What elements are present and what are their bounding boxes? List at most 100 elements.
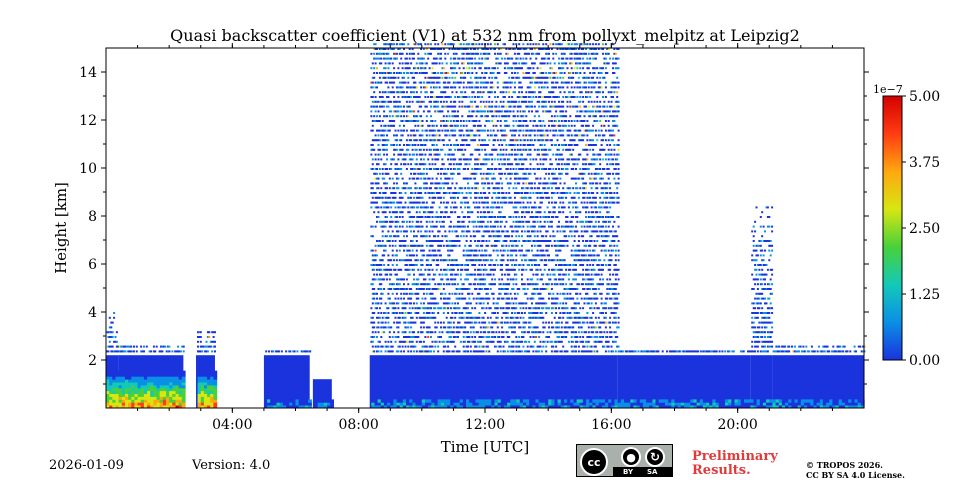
speckle-3241 <box>489 72 492 74</box>
speckle-4650 <box>545 158 548 161</box>
speckle-3260 <box>491 206 494 209</box>
speckle-2583 <box>465 177 468 180</box>
speckle-4497 <box>539 196 542 199</box>
speckle-3550 <box>502 81 505 84</box>
speckle-1188 <box>410 91 413 94</box>
speckle-137 <box>275 350 278 353</box>
speckle-486 <box>383 192 386 194</box>
speckle-3276 <box>491 91 494 94</box>
speckle-3358 <box>495 244 498 247</box>
speckle-1862 <box>435 62 438 65</box>
speckle-3173 <box>486 110 489 113</box>
speckle-2759 <box>472 273 475 276</box>
speckle-1056 <box>405 254 408 257</box>
speckle-4524 <box>540 278 543 281</box>
speckle-4834 <box>553 283 556 286</box>
speckle-3770 <box>512 340 515 343</box>
speckle-162 <box>370 235 373 238</box>
speckle-4540 <box>540 134 543 137</box>
speckle-2038 <box>444 268 447 271</box>
speckle-1849 <box>435 153 438 156</box>
speckle-4751 <box>549 96 552 98</box>
speckle-3021 <box>482 336 485 338</box>
speckle-1232 <box>413 350 415 353</box>
speckle-1666 <box>428 129 431 132</box>
speckle-2530 <box>464 340 467 343</box>
speckle-3832 <box>513 134 516 137</box>
speckle-4602 <box>543 225 546 228</box>
speckle-1297 <box>414 96 417 98</box>
speckle-61 <box>143 350 145 353</box>
speckle-3732 <box>511 340 514 343</box>
speckle-4841 <box>553 235 556 238</box>
speckle-1436 <box>420 172 423 175</box>
speckle-1343 <box>415 86 418 89</box>
speckle-1910 <box>438 249 441 252</box>
speckle-950 <box>401 244 404 247</box>
speckle-4548 <box>540 76 543 79</box>
speckle-4812 <box>552 168 555 170</box>
speckle-2288 <box>454 336 457 338</box>
speckle-2763 <box>472 249 475 252</box>
speckle-2413 <box>458 172 461 175</box>
speckle-289 <box>374 57 377 60</box>
speckle-1814 <box>434 153 437 156</box>
speckle-3705 <box>509 254 512 257</box>
speckle-3658 <box>506 62 509 65</box>
speckle-4891 <box>555 96 558 98</box>
speckle-3185 <box>488 321 491 324</box>
speckle-1546 <box>424 182 427 185</box>
speckle-2282 <box>452 62 455 65</box>
speckle-3763 <box>511 76 514 79</box>
speckle-3778 <box>512 283 515 286</box>
speckle-4507 <box>539 124 542 127</box>
speckle-3881 <box>515 120 518 122</box>
speckle-3506 <box>501 182 504 185</box>
speckle-2841 <box>475 196 478 199</box>
speckle-4669 <box>546 288 549 290</box>
speckle-2148 <box>448 244 451 247</box>
speckle-1019 <box>404 321 407 324</box>
speckle-4421 <box>536 187 539 190</box>
speckle-877 <box>398 268 401 271</box>
speckle-3886 <box>515 57 518 60</box>
speckle-4030 <box>521 62 523 65</box>
speckle-4276 <box>531 187 533 190</box>
speckle-981 <box>403 307 405 310</box>
speckle-1151 <box>408 52 411 55</box>
speckle-2748 <box>471 62 474 65</box>
speckle-11 <box>108 316 111 319</box>
speckle-3879 <box>515 139 518 142</box>
speckle-4787 <box>550 105 553 108</box>
speckle-2951 <box>479 283 482 286</box>
speckle-2458 <box>461 326 464 329</box>
speckle-599 <box>387 230 390 233</box>
speckle-109 <box>204 345 207 348</box>
speckle-4768 <box>550 283 553 286</box>
speckle-4312 <box>532 168 535 170</box>
speckle-621 <box>388 336 391 338</box>
speckle-4235 <box>529 172 532 175</box>
speckle-1415 <box>420 321 423 324</box>
speckle-656 <box>390 350 393 353</box>
speckle-2826 <box>475 331 478 334</box>
speckle-1999 <box>442 321 445 324</box>
speckle-3428 <box>498 235 501 238</box>
speckle-2111 <box>447 264 450 266</box>
speckle-990 <box>403 244 405 247</box>
speckle-108 <box>204 350 207 353</box>
speckle-128 <box>212 331 215 334</box>
speckle-653 <box>388 62 391 65</box>
speckle-4064 <box>522 120 525 122</box>
speckle-3320 <box>494 307 496 310</box>
chart-title: Quasi backscatter coefficient (V1) at 53… <box>170 26 800 45</box>
speckle-4916 <box>556 192 559 194</box>
speckle-1788 <box>432 57 435 60</box>
speckle-628 <box>388 278 391 281</box>
speckle-4886 <box>555 144 558 146</box>
speckle-2891 <box>476 110 479 113</box>
speckle-1241 <box>413 268 415 271</box>
speckle-1605 <box>427 326 430 329</box>
speckle-3354 <box>495 307 498 310</box>
speckle-1357 <box>417 259 420 262</box>
